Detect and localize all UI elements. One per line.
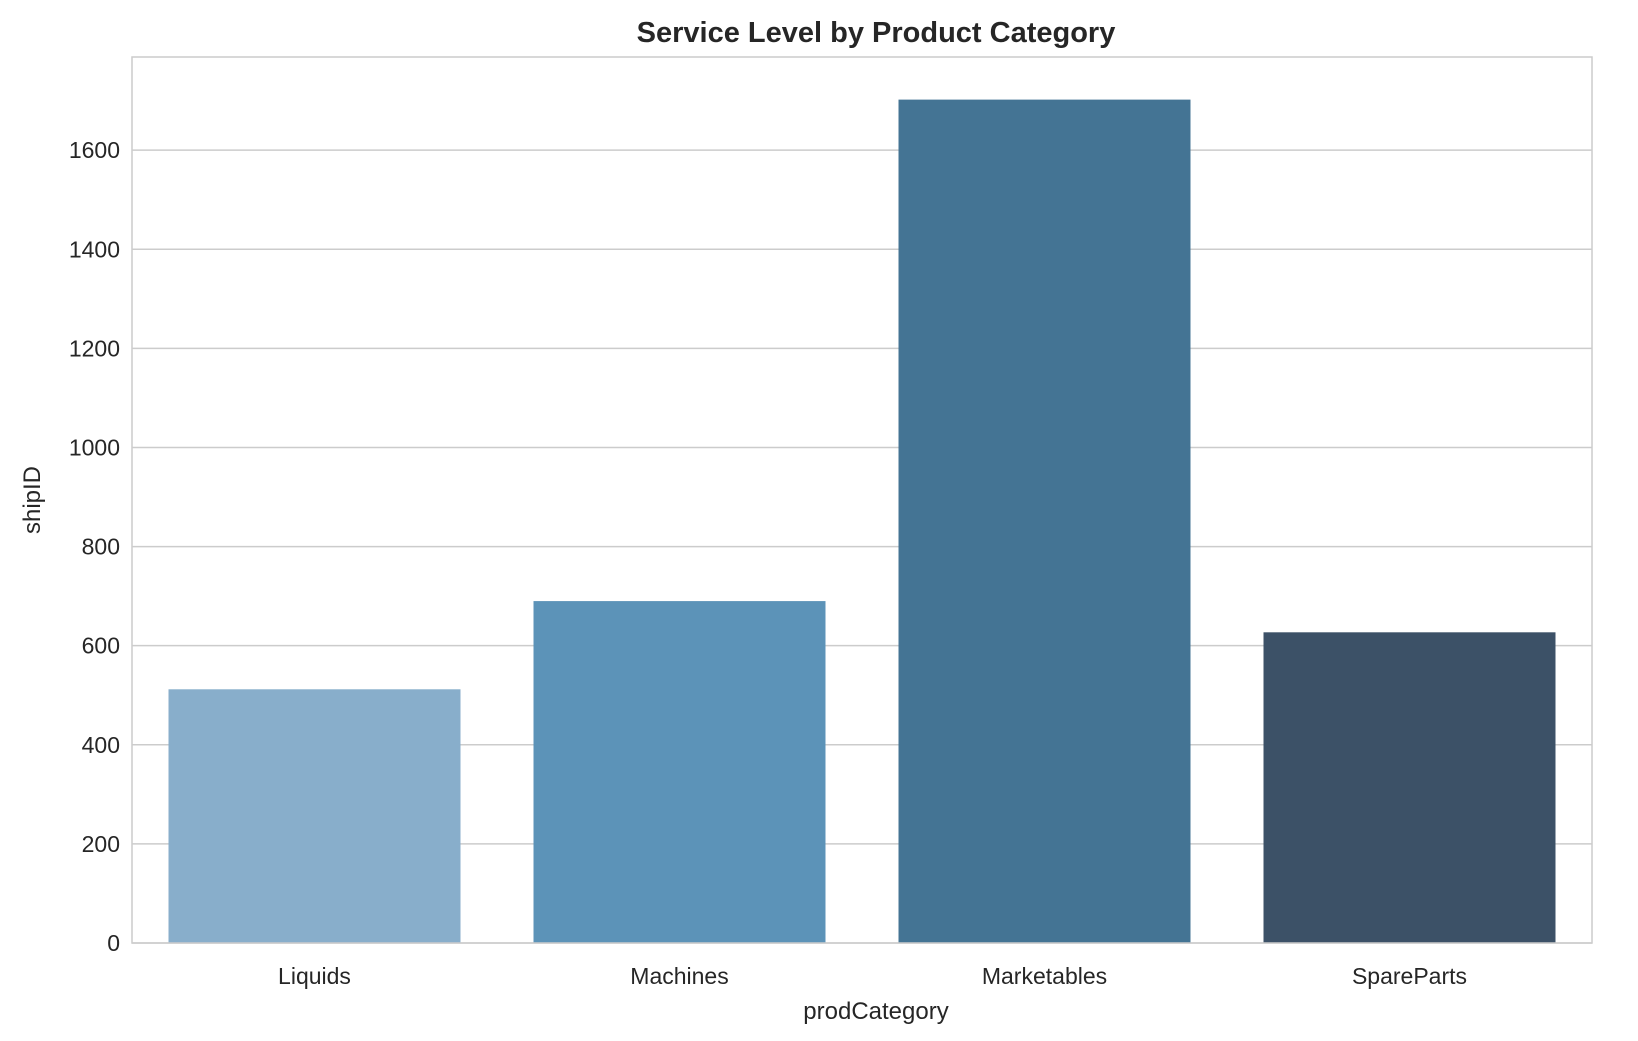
- plot-frame: [131, 56, 1593, 944]
- bar: [533, 601, 826, 943]
- bar: [1263, 632, 1556, 943]
- chart-title: Service Level by Product Category: [637, 17, 1116, 49]
- x-tick-label: SpareParts: [1352, 963, 1467, 989]
- x-axis-ticks: Liquids Machines Marketables SpareParts: [278, 963, 1467, 989]
- y-tick-label: 200: [82, 831, 120, 857]
- x-tick-label: Liquids: [278, 963, 351, 989]
- y-tick-label: 400: [82, 732, 120, 758]
- y-tick-label: 1400: [69, 236, 120, 262]
- y-tick-label: 800: [82, 534, 120, 560]
- y-tick-label: 1600: [69, 137, 120, 163]
- y-tick-label: 1000: [69, 434, 120, 460]
- x-tick-label: Machines: [630, 963, 728, 989]
- y-tick-label: 600: [82, 633, 120, 659]
- y-axis-label: shipID: [19, 466, 46, 534]
- bar: [168, 689, 461, 943]
- bars: [168, 99, 1556, 943]
- bar: [898, 99, 1191, 943]
- y-tick-label: 0: [107, 930, 120, 956]
- y-tick-label: 1200: [69, 335, 120, 361]
- y-axis-ticks: 0 200 400 600 800 1000 1200 1400 1600: [69, 137, 120, 956]
- x-tick-label: Marketables: [982, 963, 1107, 989]
- x-axis-label: prodCategory: [803, 998, 948, 1025]
